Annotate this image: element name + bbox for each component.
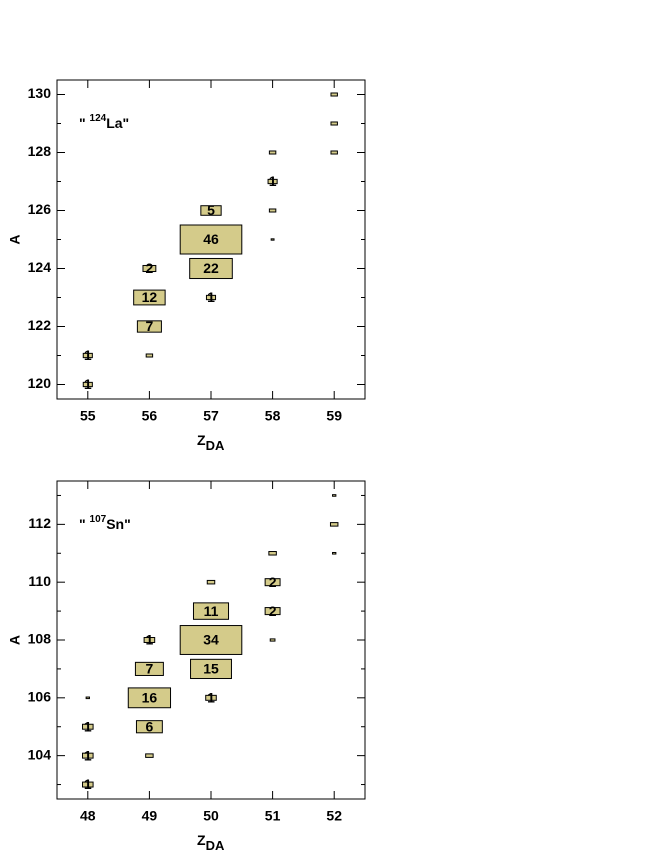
cell-label: 1 (84, 747, 92, 763)
cell-label: 1 (84, 776, 92, 792)
cell-box (330, 121, 338, 126)
cell-box (268, 150, 277, 155)
cell-label: 2 (269, 603, 277, 619)
y-tick-label: 108 (28, 631, 52, 647)
cell-box (206, 579, 216, 585)
annotation-part: " (79, 516, 90, 532)
cell-box (179, 625, 243, 655)
y-tick-label: 128 (28, 143, 52, 159)
cell-box (133, 289, 166, 306)
cell-label: 22 (203, 260, 219, 276)
cell-box (269, 638, 276, 642)
cell-box (205, 294, 217, 301)
cell-box (332, 551, 337, 555)
cell-label: 2 (146, 260, 154, 276)
y-tick-label: 124 (28, 259, 52, 275)
x-axis-label: ZDA (197, 432, 225, 454)
cell-label: 46 (203, 231, 219, 247)
cell-label: 34 (203, 632, 219, 648)
cell-label: 1 (84, 376, 92, 392)
x-axis-label-sub: DA (206, 838, 225, 853)
cell-box (332, 494, 337, 497)
cell-label: 6 (146, 718, 154, 734)
y-tick-label: 106 (28, 689, 52, 705)
cell-box (264, 578, 281, 587)
cell-box (179, 224, 243, 255)
cell-box (136, 320, 162, 333)
cell-box (82, 723, 94, 730)
x-axis-label-main: Z (197, 832, 206, 848)
cell-label: 7 (146, 661, 154, 677)
y-tick-label: 112 (28, 515, 51, 531)
cell-label: 1 (84, 347, 92, 363)
x-tick-label: 48 (80, 808, 96, 824)
x-axis-label-sub: DA (206, 438, 225, 453)
x-axis-label: ZDA (197, 832, 225, 854)
y-tick-label: 126 (28, 201, 52, 217)
cell-label: 1 (207, 289, 215, 305)
annotation-part: Sn" (106, 516, 131, 532)
annotation: " 124La" (79, 113, 129, 131)
x-tick-label: 58 (265, 408, 281, 424)
x-tick-label: 52 (326, 808, 342, 824)
cell-box (267, 178, 278, 185)
cell-box (82, 781, 94, 788)
cell-box (268, 551, 277, 556)
x-tick-label: 55 (80, 408, 96, 424)
cell-label: 5 (207, 202, 215, 218)
cell-box (268, 208, 277, 213)
cell-label: 2 (269, 574, 277, 590)
y-tick-label: 130 (28, 85, 52, 101)
cell-box (205, 694, 217, 701)
cell-box (329, 522, 339, 527)
x-tick-label: 57 (203, 408, 219, 424)
cell-box (264, 607, 281, 616)
cell-box (142, 264, 157, 273)
cell-label: 1 (84, 718, 92, 734)
cell-box (330, 92, 338, 97)
annotation-part: 124 (90, 113, 107, 124)
cell-box (330, 150, 338, 155)
annotation-part: La" (106, 115, 129, 131)
cell-label: 1 (269, 173, 277, 189)
cell-label: 7 (146, 318, 154, 334)
cell-box (145, 753, 154, 758)
cell-box (85, 696, 90, 700)
annotation: " 107Sn" (79, 514, 131, 532)
cell-box (192, 602, 230, 620)
cell-box (270, 238, 275, 241)
cell-box (189, 257, 233, 280)
cell-box (82, 752, 94, 759)
cell-label: 11 (204, 603, 219, 619)
cell-label: 16 (142, 690, 158, 706)
y-tick-label: 120 (28, 375, 52, 391)
annotation-part: " (79, 115, 90, 131)
x-tick-label: 59 (326, 408, 342, 424)
x-axis-label-main: Z (197, 432, 206, 448)
cell-box (200, 205, 222, 216)
y-tick-label: 104 (28, 746, 52, 762)
cell-box (82, 381, 93, 388)
y-tick-label: 122 (28, 317, 52, 333)
y-tick-label: 110 (28, 573, 51, 589)
cell-box (135, 720, 163, 734)
cell-box (143, 637, 156, 643)
cell-label: 15 (203, 661, 219, 677)
cell-label: 1 (207, 690, 215, 706)
x-tick-label: 49 (142, 808, 158, 824)
x-tick-label: 51 (265, 808, 281, 824)
cell-label: 12 (142, 289, 158, 305)
cell-label: 1 (146, 632, 154, 648)
y-axis-label: A (7, 635, 23, 645)
cell-box (145, 353, 154, 358)
cell-box (127, 687, 172, 709)
cell-box (82, 352, 93, 359)
x-tick-label: 56 (142, 408, 158, 424)
cell-box (190, 658, 232, 680)
x-tick-label: 50 (203, 808, 219, 824)
y-axis-label: A (7, 234, 23, 244)
cell-box (134, 661, 164, 676)
annotation-part: 107 (90, 514, 107, 525)
